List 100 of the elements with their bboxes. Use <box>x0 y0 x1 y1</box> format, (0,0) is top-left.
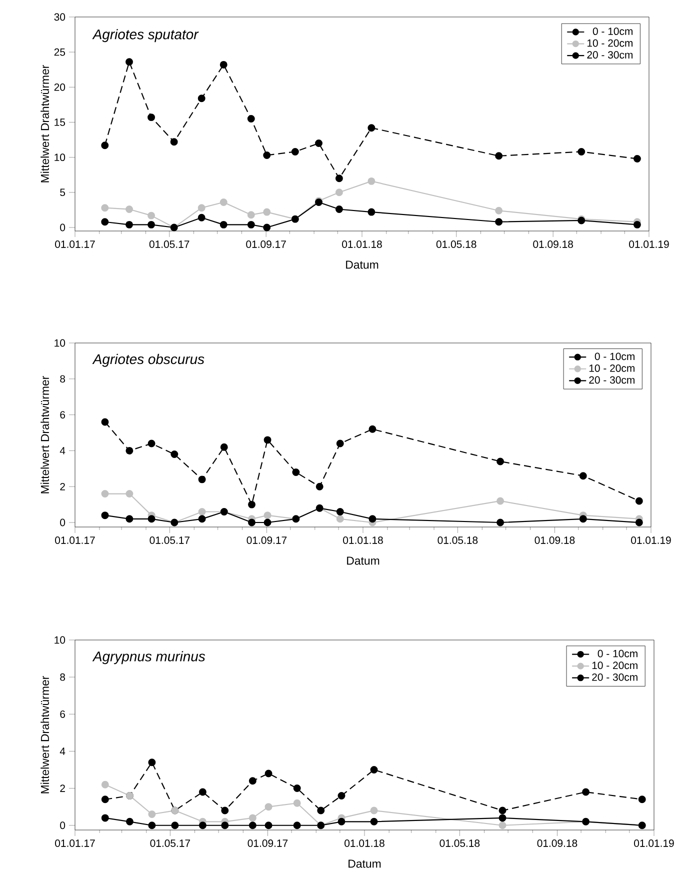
point <box>335 206 343 213</box>
point <box>336 508 344 516</box>
point <box>582 788 590 796</box>
y-tick-label: 25 <box>54 48 66 56</box>
point <box>264 518 272 526</box>
point <box>336 515 344 523</box>
point <box>101 204 109 212</box>
point <box>264 822 272 830</box>
point <box>292 468 300 476</box>
x-tick-label: 01.01.19 <box>629 240 669 248</box>
point <box>101 780 109 788</box>
point <box>101 490 109 498</box>
point <box>368 177 376 185</box>
point <box>368 515 376 523</box>
y-tick-label: 4 <box>60 447 66 454</box>
point <box>198 214 206 222</box>
y-axis-title: Mittelwert Drahtwürmer <box>40 65 49 182</box>
y-tick-label: 0 <box>60 822 66 830</box>
point <box>126 58 133 66</box>
point <box>498 806 506 814</box>
point <box>170 450 178 458</box>
x-tick-label: 01.01.18 <box>343 536 383 544</box>
y-tick-label: 8 <box>60 375 66 383</box>
point <box>170 138 178 146</box>
point <box>101 512 109 520</box>
point <box>370 818 378 826</box>
legend-label: 10 - 20cm <box>589 364 634 372</box>
point <box>264 512 272 520</box>
legend-label: 10 - 20cm <box>587 39 632 47</box>
point <box>248 822 256 830</box>
point <box>220 220 228 228</box>
point <box>247 220 255 228</box>
point <box>293 799 301 807</box>
y-tick-label: 4 <box>60 748 66 755</box>
x-tick-label: 01.05.18 <box>436 240 476 248</box>
point <box>221 822 229 830</box>
point <box>198 788 206 796</box>
y-tick-label: 20 <box>54 83 66 91</box>
point <box>101 218 109 226</box>
text: Agriotes sputator <box>92 29 199 42</box>
y-tick-label: 10 <box>54 339 66 347</box>
x-tick-label: 01.01.19 <box>631 536 671 544</box>
y-tick-label: 2 <box>60 482 65 490</box>
point <box>198 94 206 102</box>
point <box>263 151 271 159</box>
x-axis-title: Datum <box>347 556 380 565</box>
text: Agriotes obscurus <box>92 354 204 367</box>
x-tick-label: 01.05.18 <box>440 840 480 847</box>
point <box>148 212 156 220</box>
legend-label: 20 - 30cm <box>589 376 634 384</box>
text: Agrypnus murinus <box>92 651 206 664</box>
legend-label: 0 - 10cm <box>598 650 638 658</box>
point <box>338 818 346 826</box>
point <box>221 806 229 814</box>
point <box>370 806 378 814</box>
x-tick-label: 01.01.17 <box>55 240 95 248</box>
point <box>496 518 504 526</box>
y-tick-label: 30 <box>54 13 66 21</box>
point <box>220 198 228 206</box>
x-tick-label: 01.09.17 <box>246 240 286 248</box>
y-tick-label: 10 <box>54 154 66 162</box>
legend-label: 20 - 30cm <box>592 673 638 681</box>
x-tick-label: 01.01.18 <box>344 840 384 847</box>
x-tick-label: 01.01.19 <box>634 840 674 847</box>
point <box>198 822 206 830</box>
point <box>495 152 503 160</box>
y-tick-label: 8 <box>60 673 66 681</box>
x-tick-label: 01.09.17 <box>246 536 287 544</box>
y-tick-label: 6 <box>60 710 66 718</box>
point <box>248 518 256 526</box>
point <box>101 796 109 804</box>
x-tick-label: 01.09.18 <box>534 536 575 544</box>
point <box>579 472 587 480</box>
point <box>148 758 156 766</box>
y-axis-title: Mittelwert Drahtwürmer <box>40 376 49 494</box>
point <box>220 443 228 451</box>
point <box>148 515 156 523</box>
point <box>148 114 156 122</box>
point <box>171 822 179 830</box>
point <box>316 482 324 490</box>
point <box>248 777 256 785</box>
point <box>293 784 301 792</box>
point <box>315 140 322 148</box>
point <box>148 440 156 448</box>
x-tick-label: 01.05.17 <box>150 840 190 847</box>
point <box>126 490 134 498</box>
point <box>317 806 325 814</box>
legend-label: 20 - 30cm <box>587 51 632 59</box>
y-tick-label: 5 <box>60 188 66 196</box>
point <box>495 218 503 226</box>
x-tick-label: 01.09.18 <box>533 240 573 248</box>
point <box>198 476 206 484</box>
point <box>336 440 344 448</box>
point <box>198 515 206 523</box>
x-tick-label: 01.05.17 <box>150 536 190 544</box>
point <box>264 436 272 444</box>
x-tick-label: 01.09.18 <box>537 840 578 847</box>
point <box>248 814 256 822</box>
x-axis-title: Datum <box>346 260 378 269</box>
point <box>248 500 256 508</box>
